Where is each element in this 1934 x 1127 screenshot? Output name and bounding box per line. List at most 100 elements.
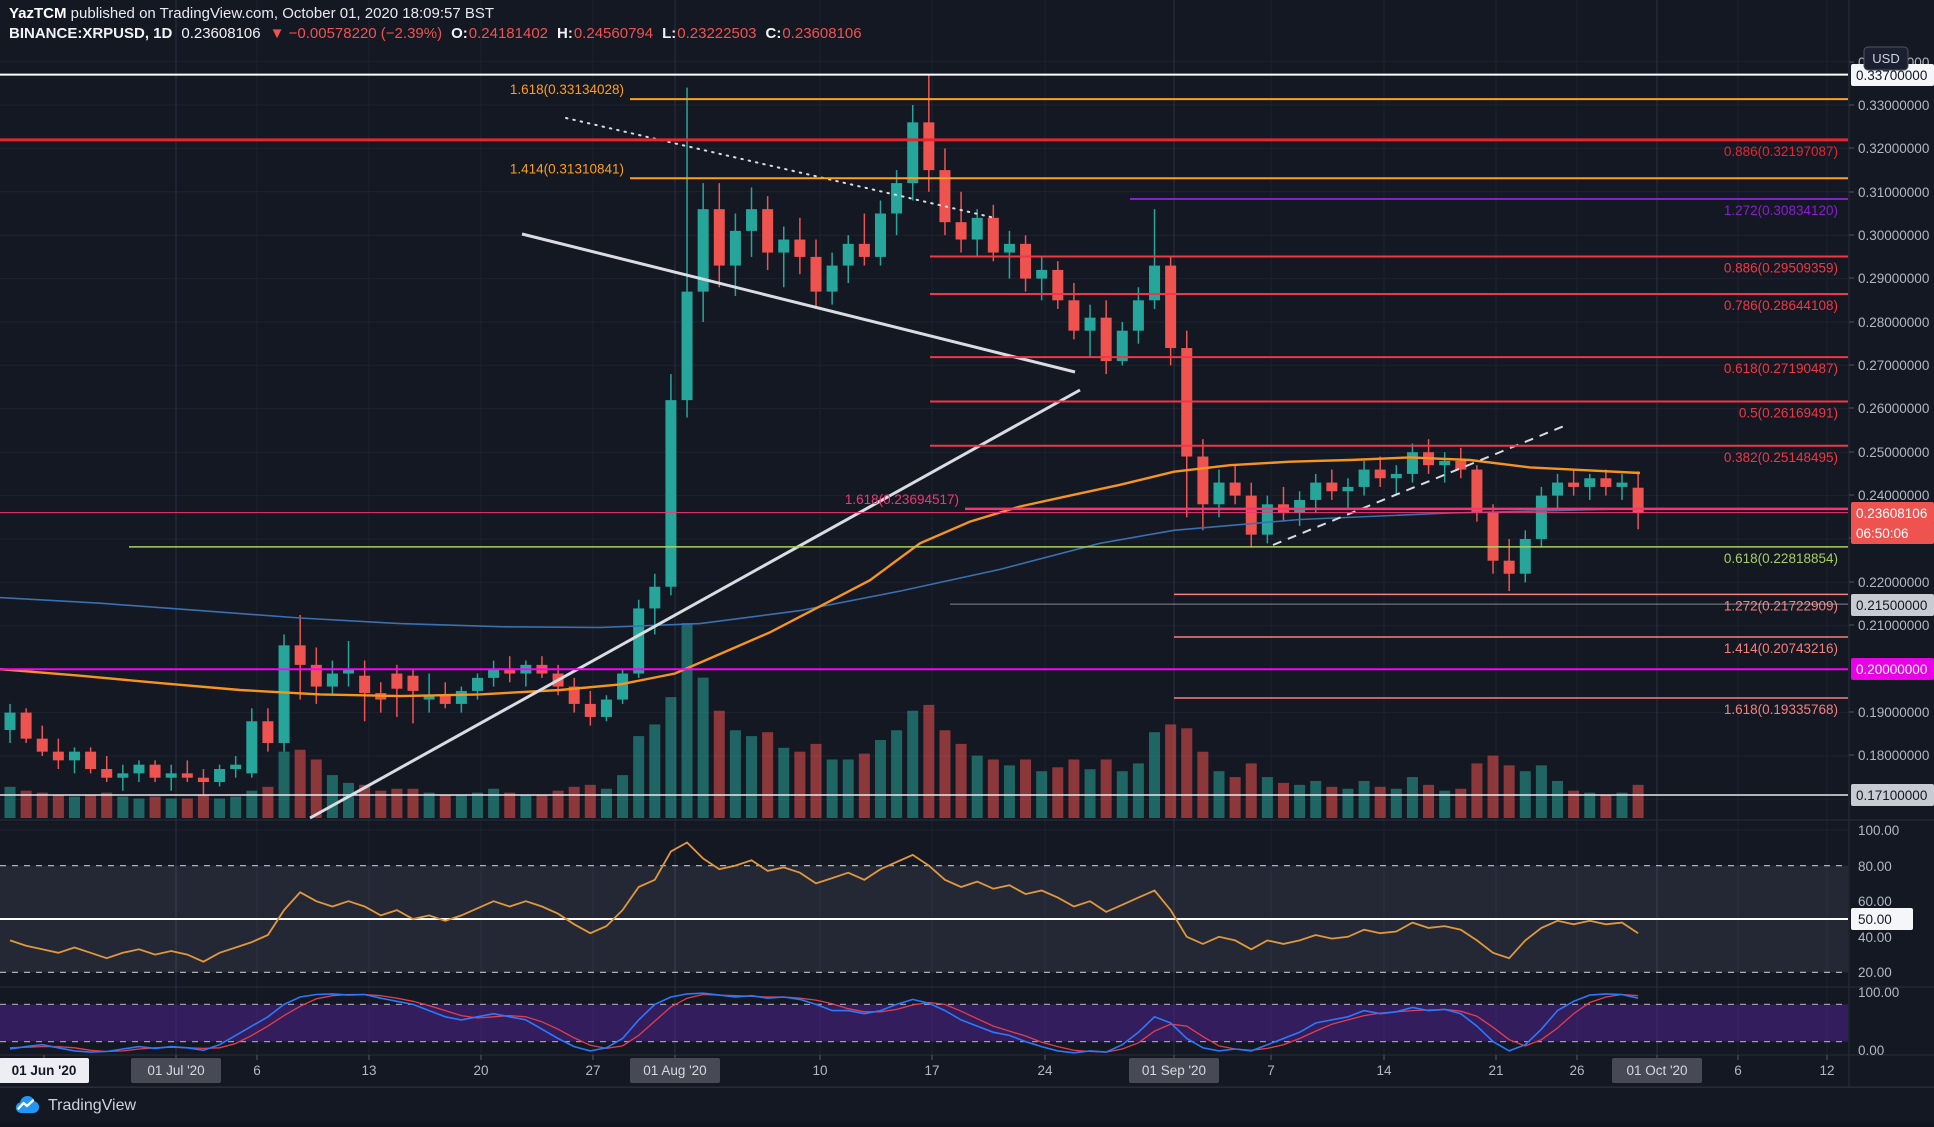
volume-bar — [681, 623, 693, 818]
time-axis-label: 10 — [812, 1063, 827, 1078]
price-tick: 0.28000000 — [1858, 315, 1929, 330]
volume-bar — [713, 710, 725, 818]
candle-body — [1261, 504, 1273, 535]
candle-body — [1100, 317, 1112, 362]
ma-blue-line — [0, 507, 1641, 629]
volume-bar — [1374, 786, 1386, 818]
price-tick: 0.19000000 — [1858, 705, 1929, 720]
candle-body — [1003, 243, 1015, 253]
time-axis-label: 27 — [585, 1063, 600, 1078]
candle-body — [165, 773, 177, 778]
volume-bar — [987, 759, 999, 818]
volume-bar — [1100, 759, 1112, 818]
volume-bar — [536, 794, 548, 818]
candle-body — [1487, 512, 1499, 561]
fib-label: 0.382(0.25148495) — [1724, 450, 1838, 465]
ohlc-segment: H: — [557, 25, 573, 42]
volume-bar — [326, 775, 338, 818]
publish-text: published on TradingView.com, October 01… — [66, 5, 495, 22]
candle-body — [423, 695, 435, 700]
candle-body — [713, 209, 725, 266]
trendline-dotted — [565, 117, 996, 219]
stoch-scale-tick: 0.00 — [1858, 1043, 1884, 1058]
candle-body — [1552, 482, 1564, 496]
candle-body — [955, 222, 967, 240]
candle-body — [1439, 460, 1451, 466]
price-tick: 0.27000000 — [1858, 358, 1929, 373]
candle-body — [842, 243, 854, 266]
candle-body — [68, 751, 80, 761]
volume-bar — [246, 790, 258, 818]
fib-label: 1.618(0.19335768) — [1724, 702, 1838, 717]
volume-bar — [842, 759, 854, 818]
volume-bar — [923, 704, 935, 818]
volume-bar — [1197, 751, 1209, 818]
candle-body — [1342, 486, 1354, 492]
price-tick: 0.31000000 — [1858, 185, 1929, 200]
volume-bar — [1423, 784, 1435, 818]
fib-label: 0.618(0.22818854) — [1724, 551, 1838, 566]
fib-label: 1.272(0.30834120) — [1724, 203, 1838, 218]
candle-body — [471, 677, 483, 691]
candle-body — [1149, 265, 1161, 301]
volume-bar — [746, 736, 758, 818]
candle-body — [858, 243, 870, 257]
volume-bar — [359, 784, 371, 818]
ohlc-segment: L: — [662, 25, 677, 42]
time-axis-label: 6 — [1734, 1063, 1742, 1078]
time-axis-label: 13 — [361, 1063, 376, 1078]
candle-body — [1229, 482, 1241, 496]
time-axis[interactable]: 01 Jun '20 01 Jul '20 6 13 20 27 01 Aug '20 10 1… — [0, 1055, 1835, 1083]
candle-body — [891, 183, 903, 214]
candle-body — [52, 751, 64, 761]
volume-bar — [68, 796, 80, 818]
candle-body — [1632, 487, 1644, 513]
volume-bar — [20, 790, 32, 818]
candle-body — [1568, 482, 1580, 487]
volume-bar — [1277, 782, 1289, 818]
volume-bar — [1326, 786, 1338, 818]
publish-info: YazTCM published on TradingView.com, Oct… — [9, 4, 871, 23]
candle-body — [1406, 452, 1418, 474]
time-axis-badge — [0, 1058, 89, 1083]
candle-body — [939, 170, 951, 223]
candle-body — [214, 769, 226, 783]
volume-bar — [1600, 794, 1612, 818]
time-axis-label: 26 — [1569, 1063, 1584, 1078]
volume-bar — [778, 747, 790, 818]
price-scale[interactable]: 0.340000000.330000000.320000000.31000000… — [1849, 46, 1934, 806]
volume-bar — [552, 790, 564, 818]
fib-label: 0.618(0.27190487) — [1724, 361, 1838, 376]
time-axis-badge — [131, 1058, 221, 1083]
candle-body — [665, 400, 677, 587]
rsi-mid-badge — [1851, 908, 1913, 930]
candle-body — [681, 291, 693, 401]
volume-bar — [907, 710, 919, 818]
indicator-scales[interactable]: 100.00 80.00 60.00 50.00 40.00 20.00 100.00 0.0… — [1851, 823, 1913, 1058]
ohlc-segment: 0.24181402 — [468, 25, 549, 42]
volume-bar — [1310, 780, 1322, 818]
volume-bar — [149, 796, 161, 818]
candle-body — [1165, 265, 1177, 349]
candle-body — [633, 608, 645, 674]
time-axis-badge — [1612, 1058, 1702, 1083]
symbol-ohlc-line: BINANCE:XRPUSD, 1D 0.23608106 ▼ −0.0057822… — [9, 24, 871, 43]
tradingview-logo-text[interactable]: TradingView — [48, 1096, 137, 1114]
volume-bar — [697, 677, 709, 818]
tradingview-logo-icon[interactable] — [14, 1096, 40, 1115]
volume-bar — [407, 788, 419, 818]
candle-body — [504, 669, 516, 674]
stoch-k-line — [9, 992, 1639, 1054]
currency-button[interactable] — [1863, 46, 1909, 71]
candle-body — [246, 721, 258, 774]
time-axis-badge — [1129, 1058, 1219, 1083]
volume-bar — [584, 784, 596, 818]
volume-bar — [181, 798, 193, 818]
volume-bar — [729, 730, 741, 818]
currency-button-label: USD — [1872, 51, 1899, 66]
fib-label: 0.786(0.28644108) — [1724, 298, 1838, 313]
volume-bar — [568, 786, 580, 818]
time-axis-badge — [630, 1058, 720, 1083]
candle-body — [729, 230, 741, 266]
